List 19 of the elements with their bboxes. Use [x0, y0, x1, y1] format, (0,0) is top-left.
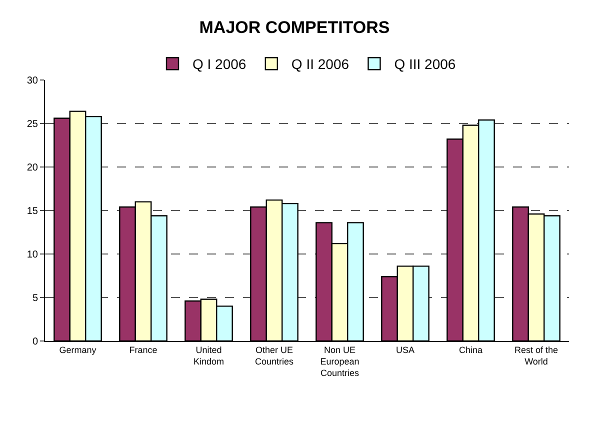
legend-label: Q III 2006 — [394, 56, 456, 72]
y-tick-label: 30 — [26, 76, 38, 86]
legend-label: Q I 2006 — [192, 56, 246, 72]
x-tick-label: France — [129, 344, 158, 355]
y-tick-label: 10 — [26, 250, 38, 260]
x-tick-label: United Kindom — [193, 344, 224, 366]
chart-title: MAJOR COMPETITORS — [199, 18, 390, 37]
y-tick-label: 20 — [26, 162, 38, 174]
x-tick-label: Germany — [59, 344, 97, 355]
y-tick-label: 15 — [26, 206, 38, 217]
y-tick-label: 25 — [26, 119, 38, 130]
x-tick-label: China — [458, 344, 483, 355]
y-tick-label: 0 — [32, 336, 38, 348]
x-tick-label: USA — [396, 344, 415, 355]
x-tick-label: Rest of the World — [514, 344, 558, 366]
x-tick-label: Other UE Countries — [254, 344, 294, 366]
y-tick-label: 5 — [32, 293, 38, 304]
legend-label: Q II 2006 — [291, 56, 350, 72]
x-tick-label: Non UE European Countries — [320, 344, 360, 378]
